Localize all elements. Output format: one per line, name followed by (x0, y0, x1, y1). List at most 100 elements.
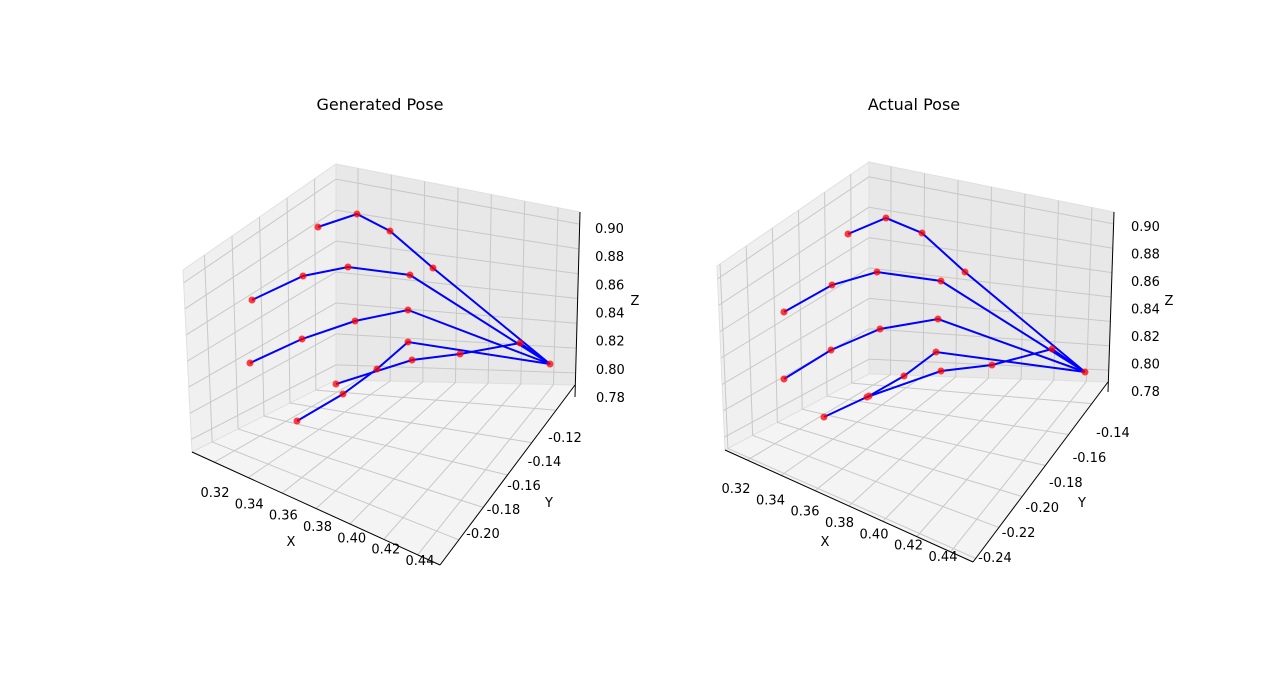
grid-line (187, 271, 337, 362)
joint-marker (780, 308, 788, 316)
joint-marker (937, 367, 945, 375)
tick-label: 0.34 (756, 493, 785, 508)
joint-marker (248, 296, 256, 304)
tick-label: -0.22 (1002, 526, 1036, 541)
tick-label: -0.14 (1096, 426, 1130, 441)
tick-label: -0.18 (487, 503, 521, 518)
grid-line (237, 428, 484, 508)
joint-marker (351, 317, 359, 325)
grid-line (188, 302, 337, 388)
tick-label: -0.12 (548, 431, 582, 446)
tick-label: 0.38 (303, 520, 332, 535)
grid-line (184, 209, 337, 310)
grid-line (335, 240, 579, 275)
grid-line (882, 378, 1022, 522)
joint-marker (937, 277, 945, 285)
grid-line (289, 402, 532, 444)
tick-label: 0.44 (929, 550, 958, 565)
grid-line (848, 377, 989, 507)
joint-marker (386, 227, 394, 235)
joint-marker (339, 390, 347, 398)
grid-line (868, 267, 1112, 298)
y-axis-line (439, 384, 576, 566)
grid-line (780, 375, 924, 476)
joint-marker (876, 325, 884, 333)
tick-label: 0.38 (825, 516, 854, 531)
joint-marker (353, 210, 361, 218)
tick-label: 0.88 (1131, 248, 1160, 263)
tick-labels: 0.32 0.34 0.36 0.38 0.40 0.42 0.44 -0.14 -0.16 -0… (722, 220, 1160, 566)
grid-line (777, 421, 1023, 497)
tick-labels: 0.32 0.34 0.36 0.38 0.40 0.42 0.44 -0.12 -0.14 -0… (201, 222, 625, 569)
joint-marker (820, 413, 828, 421)
chart-title: Generated Pose (316, 95, 443, 114)
joint-marker (988, 361, 996, 369)
grid-line (719, 237, 870, 333)
joint-marker (546, 360, 554, 368)
tick-label: -0.16 (507, 479, 541, 494)
z-axis-label: Z (1165, 294, 1174, 309)
joint-marker (429, 264, 437, 272)
tick-label: 0.88 (595, 250, 624, 265)
grid-line (720, 267, 870, 359)
grid-line (868, 297, 1111, 322)
pose-joints (780, 214, 1089, 421)
grid-line (950, 380, 1087, 553)
tick-label: 0.36 (791, 505, 820, 520)
joint-marker (293, 417, 301, 425)
grid-line (335, 178, 580, 225)
tick-label: 0.78 (1131, 385, 1160, 400)
joint-marker (406, 271, 414, 279)
joint-marker (882, 214, 890, 222)
tick-label: 0.44 (406, 554, 435, 569)
grid-line (752, 434, 1000, 528)
grid-line (335, 302, 577, 324)
grid-line (718, 206, 870, 306)
joint-marker (827, 346, 835, 354)
tick-label: 0.90 (595, 222, 624, 237)
tick-label: 0.32 (201, 486, 230, 501)
tick-label: 0.80 (596, 363, 625, 378)
grid-line (721, 297, 870, 385)
joint-marker (844, 230, 852, 238)
grid-line (802, 408, 1046, 467)
joint-marker (918, 229, 926, 237)
tick-label: 0.86 (595, 278, 624, 293)
y-axis-label: Y (544, 496, 553, 511)
joint-marker (298, 335, 306, 343)
joint-marker (863, 393, 871, 401)
chart-actual-pose: Actual Pose 0.32 0.34 0.36 0.38 0.40 0.42 0.44… (716, 95, 1174, 566)
grid-line (851, 382, 1092, 405)
grid-line (916, 379, 1055, 537)
tick-label: 0.42 (371, 543, 400, 558)
chart-generated-pose: Generated Pose 0.320.340.360.380.400.420… (182, 95, 640, 569)
tick-label: 0.36 (269, 509, 298, 524)
tick-label: 0.80 (1131, 358, 1160, 373)
grid-line (191, 364, 337, 440)
grid-lines (183, 168, 580, 556)
tick-label: 0.82 (1131, 330, 1160, 345)
grid-line (717, 176, 870, 280)
joint-marker (404, 338, 412, 346)
grid-line (335, 209, 580, 250)
tick-label: 0.32 (722, 482, 751, 497)
grid-line (868, 176, 1114, 225)
joint-marker (1048, 345, 1056, 353)
grid-line (727, 448, 976, 559)
grid-line (185, 240, 337, 336)
tick-label: 0.40 (860, 527, 889, 542)
tick-label: 0.42 (894, 539, 923, 554)
chart-title: Actual Pose (868, 95, 960, 114)
tick-label: 0.86 (1131, 275, 1160, 290)
tick-label: 0.84 (596, 307, 625, 322)
grid-line (814, 376, 957, 492)
tick-label: 0.90 (1131, 220, 1160, 235)
joint-marker (456, 350, 464, 358)
x-axis-line (191, 451, 441, 566)
x-axis-label: X (821, 535, 830, 550)
grid-line (335, 333, 577, 349)
joint-marker (828, 281, 836, 289)
joint-marker (373, 365, 381, 373)
grid-line (826, 395, 1069, 436)
